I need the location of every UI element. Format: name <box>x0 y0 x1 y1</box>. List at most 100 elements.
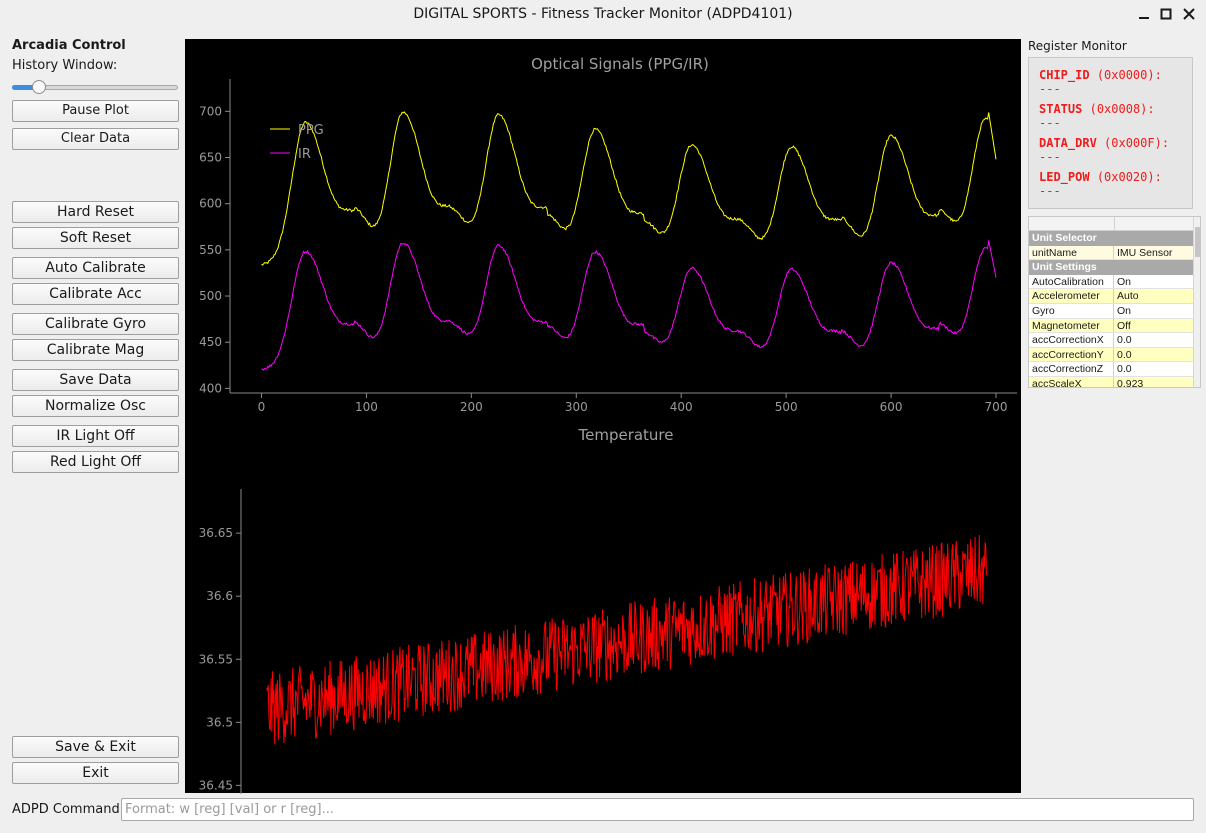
slider-fill <box>12 85 39 90</box>
red-light-off-button[interactable]: Red Light Off <box>12 451 179 473</box>
property-value[interactable]: IMU Sensor <box>1117 246 1173 259</box>
property-key: accCorrectionZ <box>1029 362 1114 376</box>
x-tick-label: 500 <box>775 400 798 414</box>
property-key: unitName <box>1029 245 1114 260</box>
register-entry: LED_POW (0x0020): --- <box>1039 170 1192 198</box>
property-value[interactable]: Off <box>1117 319 1131 332</box>
register-monitor-title: Register Monitor <box>1028 39 1127 53</box>
property-row[interactable]: accCorrectionY 0.0 <box>1029 347 1195 363</box>
register-value: --- <box>1039 82 1061 96</box>
series-line <box>261 111 997 266</box>
register-address: (0x0008): <box>1089 102 1155 116</box>
property-row[interactable]: AutoCalibration On <box>1029 274 1195 290</box>
save-and-exit-button[interactable]: Save & Exit <box>12 736 179 758</box>
legend-label: PPG <box>298 123 324 138</box>
y-tick-label: 36.65 <box>199 526 233 540</box>
soft-reset-button[interactable]: Soft Reset <box>12 227 179 249</box>
property-key: Accelerometer <box>1029 289 1114 303</box>
property-row[interactable]: accScaleX 0.923 <box>1029 376 1195 388</box>
property-tree[interactable]: Unit Selector unitName IMU Sensor Unit S… <box>1028 216 1201 388</box>
panel-title: Arcadia Control <box>12 38 126 53</box>
register-address: (0x0020): <box>1096 170 1162 184</box>
register-name: STATUS <box>1039 102 1083 116</box>
scrollbar-thumb[interactable] <box>1195 227 1200 257</box>
minimize-icon[interactable] <box>1136 6 1152 22</box>
register-address: (0x0000): <box>1096 68 1162 82</box>
ir-light-off-button[interactable]: IR Light Off <box>12 425 179 447</box>
x-tick-label: 300 <box>565 400 588 414</box>
property-value[interactable]: On <box>1117 275 1132 288</box>
property-row[interactable]: accCorrectionX 0.0 <box>1029 333 1195 348</box>
y-tick-label: 400 <box>199 381 222 395</box>
y-tick-label: 700 <box>199 104 222 118</box>
property-key: accCorrectionY <box>1029 347 1114 362</box>
y-tick-label: 550 <box>199 243 222 257</box>
clear-data-button[interactable]: Clear Data <box>12 128 179 150</box>
register-address: (0x000F): <box>1104 136 1170 150</box>
optical-signals-chart[interactable]: Optical Signals (PPG/IR) 0 100 200 300 400 50… <box>185 39 1021 414</box>
register-entry: DATA_DRV (0x000F): --- <box>1039 136 1192 164</box>
property-row[interactable]: unitName IMU Sensor <box>1029 245 1195 261</box>
command-input[interactable] <box>121 798 1194 821</box>
x-tick-label: 700 <box>985 400 1008 414</box>
property-value[interactable]: Auto <box>1117 290 1139 303</box>
window-title: DIGITAL SPORTS - Fitness Tracker Monitor… <box>413 6 793 22</box>
section-header[interactable]: Unit Selector <box>1029 231 1195 246</box>
exit-button[interactable]: Exit <box>12 762 179 784</box>
temperature-chart[interactable]: Temperature 010020030040050060070036.453… <box>185 419 1021 794</box>
property-row[interactable]: Magnetometer Off <box>1029 318 1195 334</box>
calibrate-gyro-button[interactable]: Calibrate Gyro <box>12 313 179 335</box>
register-value: --- <box>1039 150 1061 164</box>
property-row[interactable]: Gyro On <box>1029 303 1195 319</box>
property-value[interactable]: 0.0 <box>1117 348 1132 361</box>
save-data-button[interactable]: Save Data <box>12 369 179 391</box>
property-row[interactable]: Accelerometer Auto <box>1029 289 1195 304</box>
register-monitor: CHIP_ID (0x0000): --- STATUS (0x0008): -… <box>1028 57 1193 209</box>
calibrate-acc-button[interactable]: Calibrate Acc <box>12 283 179 305</box>
y-tick-label: 36.5 <box>206 715 233 729</box>
y-tick-label: 650 <box>199 151 222 165</box>
property-tree-scrollbar[interactable] <box>1193 217 1200 387</box>
register-value: --- <box>1039 116 1061 130</box>
x-tick-label: 600 <box>880 400 903 414</box>
register-entry: STATUS (0x0008): --- <box>1039 102 1192 130</box>
y-tick-label: 36.45 <box>199 778 233 792</box>
normalize-osc-button[interactable]: Normalize Osc <box>12 395 179 417</box>
property-value[interactable]: 0.0 <box>1117 363 1132 376</box>
chart-title: Temperature <box>577 426 673 444</box>
property-key: Magnetometer <box>1029 318 1114 333</box>
register-name: LED_POW <box>1039 170 1090 184</box>
property-value[interactable]: On <box>1117 304 1132 317</box>
history-window-slider[interactable] <box>12 80 178 94</box>
property-value[interactable]: 0.0 <box>1117 334 1132 347</box>
y-tick-label: 450 <box>199 335 222 349</box>
auto-calibrate-button[interactable]: Auto Calibrate <box>12 257 179 279</box>
y-tick-label: 600 <box>199 197 222 211</box>
register-value: --- <box>1039 184 1061 198</box>
property-key: accScaleX <box>1029 376 1114 387</box>
legend-label: IR <box>298 147 311 162</box>
x-tick-label: 400 <box>670 400 693 414</box>
y-tick-label: 500 <box>199 289 222 303</box>
x-tick-label: 100 <box>355 400 378 414</box>
maximize-icon[interactable] <box>1158 6 1174 22</box>
pause-plot-button[interactable]: Pause Plot <box>12 100 179 122</box>
hard-reset-button[interactable]: Hard Reset <box>12 201 179 223</box>
property-key: AutoCalibration <box>1029 274 1114 289</box>
x-tick-label: 200 <box>460 400 483 414</box>
series-line <box>261 240 997 371</box>
property-value[interactable]: 0.923 <box>1117 377 1144 388</box>
plot-area: Optical Signals (PPG/IR) 0 100 200 300 400 50… <box>185 39 1021 794</box>
register-name: CHIP_ID <box>1039 68 1090 82</box>
calibrate-mag-button[interactable]: Calibrate Mag <box>12 339 179 361</box>
slider-handle[interactable] <box>31 80 46 94</box>
property-tree-header <box>1029 217 1200 231</box>
register-entry: CHIP_ID (0x0000): --- <box>1039 68 1192 96</box>
close-icon[interactable] <box>1181 6 1197 22</box>
command-label: ADPD Command: <box>12 802 125 817</box>
y-tick-label: 36.6 <box>206 589 233 603</box>
property-row[interactable]: accCorrectionZ 0.0 <box>1029 362 1195 377</box>
chart-title: Optical Signals (PPG/IR) <box>531 55 709 73</box>
section-header[interactable]: Unit Settings <box>1029 260 1195 275</box>
